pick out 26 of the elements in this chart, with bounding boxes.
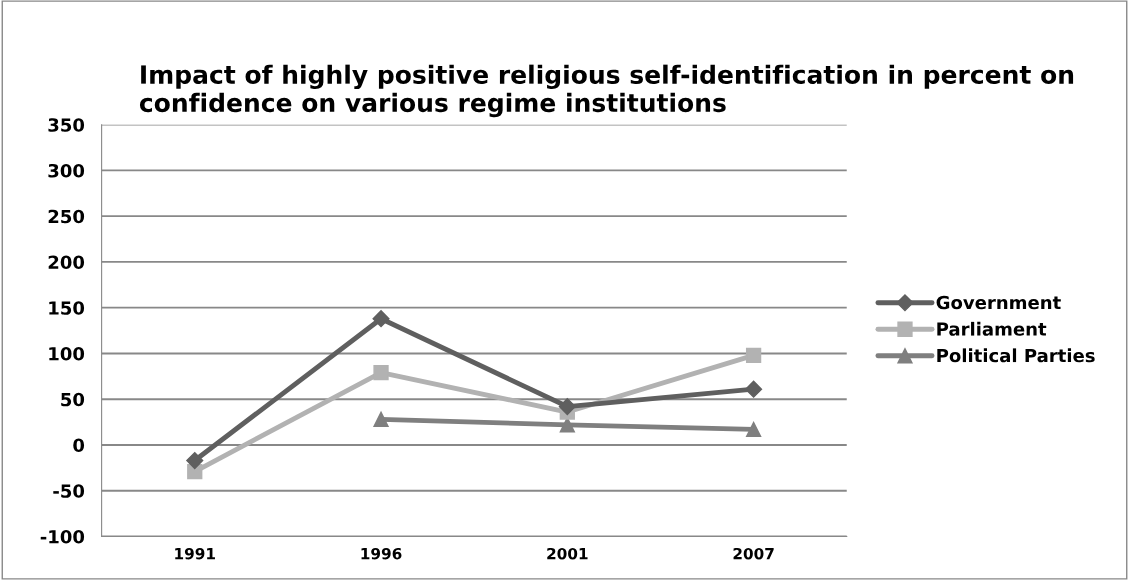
y-tick-label: 200: [48, 255, 85, 270]
y-tick-label: -100: [40, 529, 85, 544]
y-tick-label: 0: [73, 438, 85, 453]
y-tick-label: -50: [53, 484, 85, 498]
y-tick-label: 150: [49, 301, 85, 315]
y-tick-label: 350: [48, 118, 85, 132]
x-tick-label: 1996: [361, 547, 402, 560]
chart-title: Impact of highly positive religious self-identification in percent on confidence on various regime institutions: [139, 64, 1074, 118]
x-tick-label: 1991: [175, 547, 215, 560]
point: [745, 347, 762, 363]
point: [745, 380, 763, 398]
point: [186, 451, 204, 470]
point: [558, 398, 576, 416]
point: [372, 310, 390, 328]
point: [373, 411, 389, 428]
x-tick-label: 2001: [547, 547, 588, 560]
y-tick-label: 300: [48, 163, 85, 178]
point: [745, 421, 762, 438]
legend-label: Government: [936, 295, 1061, 310]
point: [373, 365, 389, 381]
legend-label: Political Parties: [937, 348, 1095, 363]
y-tick-label: 50: [61, 392, 85, 407]
legend-label: Parliament: [937, 321, 1047, 336]
y-tick-label: 250: [48, 209, 85, 224]
x-tick-label: 2007: [733, 547, 774, 560]
y-tick-label: 100: [49, 346, 85, 361]
